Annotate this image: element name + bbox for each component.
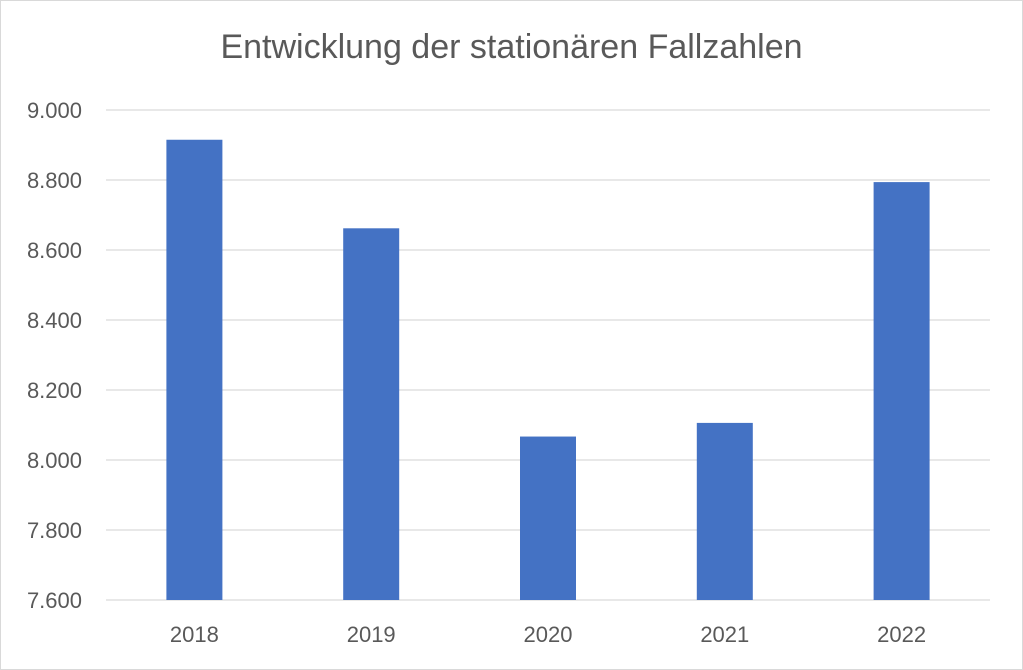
x-tick-label: 2020 bbox=[524, 622, 573, 647]
y-tick-label: 8.600 bbox=[27, 238, 82, 263]
bar-2022 bbox=[873, 182, 930, 600]
x-tick-label: 2018 bbox=[170, 622, 219, 647]
bar-2021 bbox=[696, 422, 753, 600]
y-tick-label: 8.200 bbox=[27, 378, 82, 403]
y-tick-label: 8.800 bbox=[27, 168, 82, 193]
chart-title: Entwicklung der stationären Fallzahlen bbox=[220, 28, 803, 66]
y-tick-label: 7.600 bbox=[27, 588, 82, 613]
x-tick-label: 2022 bbox=[877, 622, 926, 647]
bar-2020 bbox=[520, 436, 576, 600]
y-tick-label: 8.400 bbox=[27, 308, 82, 333]
y-tick-label: 9.000 bbox=[27, 98, 82, 123]
bar-2019 bbox=[343, 228, 400, 601]
x-tick-label: 2021 bbox=[700, 622, 749, 647]
y-tick-label: 8.000 bbox=[27, 448, 82, 473]
bar-2018 bbox=[166, 139, 223, 600]
y-tick-label: 7.800 bbox=[27, 518, 82, 543]
x-tick-label: 2019 bbox=[347, 622, 396, 647]
